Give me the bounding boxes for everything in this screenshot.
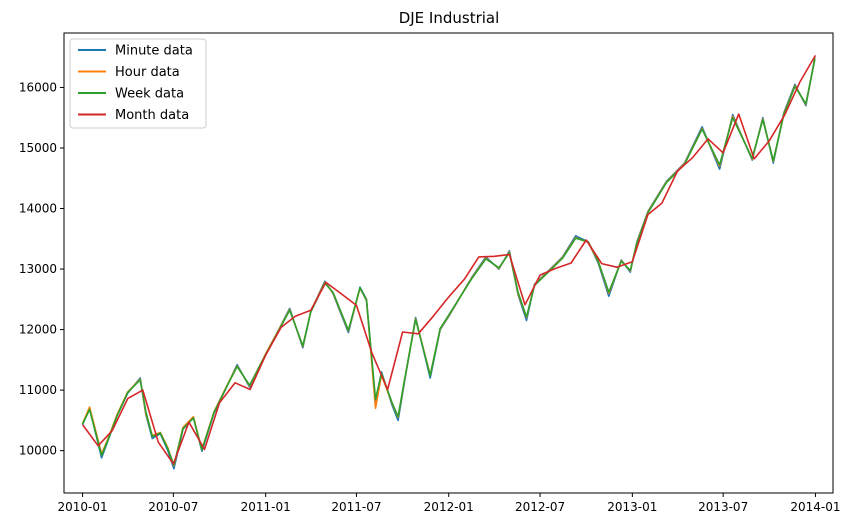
x-tick-label: 2014-01: [790, 500, 840, 514]
x-tick-label: 2013-07: [698, 500, 748, 514]
x-axis: 2010-01 2010-07 2011-01 2011-07 2012-01 2012-…: [57, 493, 841, 514]
x-tick-label: 2012-07: [515, 500, 565, 514]
y-tick-label: 10000: [19, 444, 57, 458]
x-tick-label: 2011-07: [331, 500, 381, 514]
x-tick-label: 2011-01: [241, 500, 291, 514]
series-layer: [81, 54, 817, 470]
legend-label-month-data: Month data: [115, 108, 189, 123]
y-axis: 10000 11000 12000 13000 14000 15000 16000: [19, 80, 64, 458]
legend-label-minute-data: Minute data: [115, 44, 193, 59]
chart-title: DJE Industrial: [399, 9, 500, 27]
y-tick-label: 13000: [19, 262, 57, 276]
series-line-month-data: [81, 54, 817, 465]
legend-box: [69, 38, 207, 129]
x-tick-label: 2010-07: [148, 500, 198, 514]
y-tick-label: 14000: [19, 202, 57, 216]
x-tick-label: 2010-01: [57, 500, 107, 514]
y-tick-label: 11000: [19, 383, 57, 397]
y-tick-label: 16000: [19, 80, 57, 94]
y-tick-label: 15000: [19, 141, 57, 155]
legend-label-week-data: Week data: [115, 87, 184, 102]
legend-label-hour-data: Hour data: [115, 65, 180, 80]
legend: Minute data Hour data Week data Month data: [69, 38, 207, 129]
y-tick-label: 12000: [19, 323, 57, 337]
x-tick-label: 2012-01: [424, 500, 474, 514]
x-tick-label: 2013-01: [607, 500, 657, 514]
